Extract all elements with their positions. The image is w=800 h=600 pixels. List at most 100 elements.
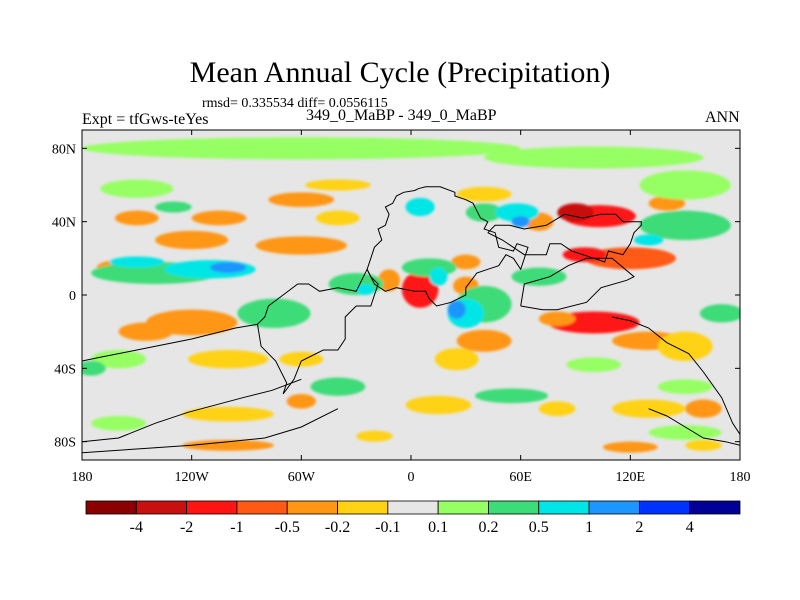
field-blob-38 [648,196,686,211]
colorbar-label: 1 [585,519,593,536]
colorbar-swatch [85,500,137,515]
cases-label: 349_0_MaBP - 349_0_MaBP [306,107,497,124]
field-blob-30 [538,401,576,416]
x-tick-label: 0 [408,470,415,485]
x-tick-label: 60W [288,470,316,485]
colorbar-label: -0.5 [275,519,300,536]
field-blob-37 [456,186,512,202]
colorbar-label: 4 [686,519,694,536]
coastline-7 [612,316,740,435]
field-blob-13 [434,348,479,371]
field-blob-45 [401,258,457,277]
colorbar-label: -4 [130,519,143,536]
colorbar-swatch [689,500,741,515]
colorbar-swatch [638,500,691,515]
field-blob-66 [657,379,713,394]
field-blob-70 [566,357,622,372]
field-blob-63 [91,350,146,369]
field-blob-58 [82,137,521,160]
coastline-1 [487,213,642,263]
colorbar-swatch [538,500,590,515]
field-blob-57 [699,304,740,323]
field-blob-56 [633,234,664,246]
y-tick-label: 80N [52,142,76,157]
colorbar-label: 0.2 [478,519,498,536]
colorbar-swatch [135,500,188,515]
field-blob-12 [456,329,512,352]
field-blob-59 [484,146,704,169]
colorbar-label: -0.1 [375,519,400,536]
colorbar-swatch [186,500,238,515]
coastline-6 [520,257,635,311]
season-label: ANN [705,109,740,126]
field-blob-33 [182,439,274,451]
field-blob-26 [304,179,371,191]
colorbar-label: 0.5 [529,519,549,536]
coastline-2 [256,269,379,395]
x-tick-label: 120E [616,470,646,485]
field-blob-11 [657,331,713,362]
field-blob-19 [114,210,159,226]
x-tick-label: 180 [72,470,93,485]
field-blob-67 [648,425,722,440]
field-blob-68 [91,416,146,431]
field-blob-24 [268,192,335,208]
coastline-5 [82,408,339,454]
field-blob-15 [118,322,174,341]
field-blob-61 [100,179,174,198]
colorbar-swatch [387,500,439,515]
field-blob-64 [310,377,366,396]
field-blob-41 [109,256,165,268]
coastline-8 [648,408,740,446]
colorbar-swatch [286,500,338,515]
field-blob-62 [237,298,311,329]
field-blob-52 [495,203,539,222]
field-blob-54 [405,197,435,217]
colorbar-label: -1 [230,519,243,536]
field-blob-27 [182,406,274,422]
field-blob-29 [405,395,472,415]
colorbar-swatch [337,500,389,515]
field-blob-44 [356,284,375,295]
colorbar-swatch [437,500,489,515]
field-blob-16 [188,350,269,369]
field-blob-9 [538,311,576,327]
field-blob-49 [447,300,466,319]
x-tick-label: 120W [175,470,210,485]
field-blob-31 [612,399,686,418]
field-blob-17 [279,351,324,367]
field-blob-60 [639,170,731,200]
field-blob-53 [511,216,530,228]
field-blob-22 [155,230,229,250]
field-blob-36 [356,430,393,442]
field-blob-50 [511,267,567,286]
field-blob-46 [429,267,448,286]
colorbar-label: -0.2 [325,519,350,536]
field-blob-55 [639,210,731,240]
colorbar-label: 0.1 [428,519,448,536]
y-tick-label: 0 [69,289,76,304]
experiment-label: Expt = tfGws-teYes [82,111,209,128]
coastline-3 [82,323,258,362]
field-blob-69 [82,361,106,376]
colorbar-swatch [588,500,640,515]
colorbar-label: -2 [180,519,193,536]
field-blob-42 [209,262,247,273]
field-blob-71 [155,201,192,213]
field-blob-1 [557,203,594,222]
field-blob-20 [191,210,247,226]
field-blob-18 [255,236,348,255]
y-tick-label: 40N [52,216,76,231]
field-blob-21 [315,210,360,226]
y-tick-label: 40S [54,362,76,377]
field-blob-34 [602,441,658,453]
colorbar-swatch [236,500,288,515]
coastline-0 [366,186,529,307]
x-tick-label: 180 [730,470,751,485]
coastline-4 [82,378,302,443]
y-tick-label: 80S [54,436,76,451]
field-blob-65 [474,388,549,404]
x-tick-label: 60E [509,470,532,485]
stats-label: rmsd= 0.335534 diff= 0.0556115 [202,96,388,111]
